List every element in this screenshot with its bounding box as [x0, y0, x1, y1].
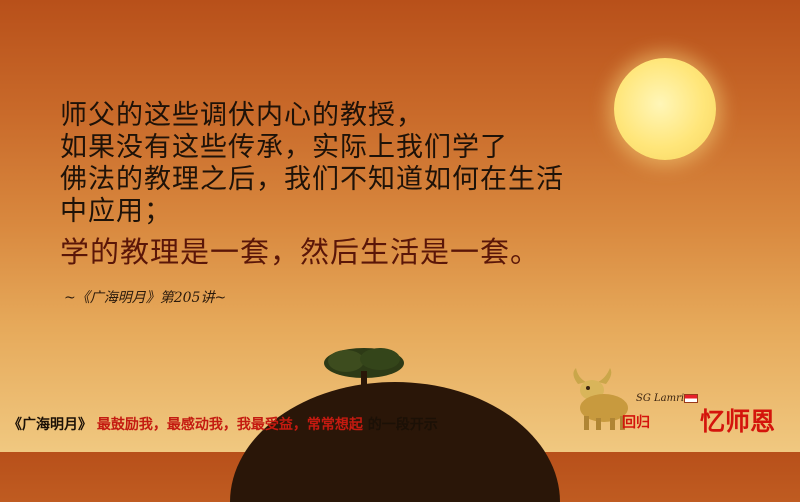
tree-icon: [324, 348, 404, 393]
caption-highlight: 最鼓励我，最感动我，我最受益，常常想起: [96, 417, 363, 433]
quote-text: 师父的这些调伏内心的教授， 如果没有这些传承，实际上我们学了 佛法的教理之后，我…: [60, 100, 700, 268]
quote-source: ~《广海明月》第205讲~: [64, 290, 227, 306]
quote-line: 中应用；: [60, 196, 172, 227]
caption-tail: 的一段开示: [367, 417, 438, 433]
logo-signature: SG Lamrin: [636, 393, 691, 404]
quote-line: 如果没有这些传承，实际上我们学了: [60, 132, 508, 163]
logo-small-text: 回归: [622, 415, 650, 431]
hill-silhouette: [230, 382, 560, 502]
caption-title: 《广海明月》: [8, 417, 92, 433]
bottom-caption: 《广海明月》 最鼓励我，最感动我，我最受益，常常想起 的一段开示: [8, 414, 438, 434]
quote-emphasis: 学的教理是一套，然后生活是一套。: [60, 235, 541, 269]
ox-icon: [573, 368, 628, 430]
sun-icon: [614, 58, 716, 160]
logo-big-text: 忆师恩: [700, 407, 776, 436]
quote-line: 师父的这些调伏内心的教授，: [60, 100, 424, 131]
quote-line: 佛法的教理之后，我们不知道如何在生活: [60, 164, 564, 195]
singapore-flag-icon: [684, 394, 698, 403]
